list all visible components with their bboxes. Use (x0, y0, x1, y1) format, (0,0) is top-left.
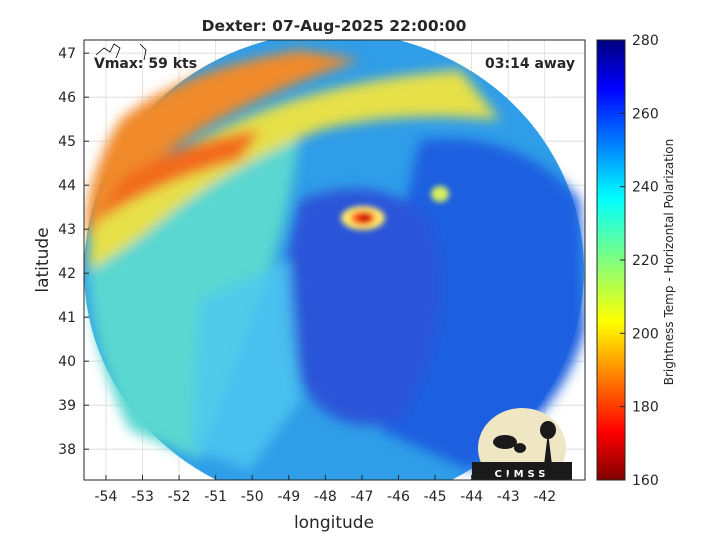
y-tick-label: 40 (58, 354, 76, 370)
coastline (95, 43, 147, 61)
colorbar-tick-label: 220 (632, 253, 659, 269)
swath-texture (86, 50, 585, 470)
warm-band-northwest (86, 50, 360, 240)
secondary-warm-spot (431, 186, 449, 202)
storm-core (359, 214, 371, 222)
x-tick-label: -43 (497, 489, 520, 505)
green-band-west (88, 130, 300, 460)
plot-frame (83, 39, 586, 481)
logo-tank (540, 421, 556, 439)
logo-text: CIMSS (495, 469, 550, 480)
x-tick-label: -49 (277, 489, 300, 505)
chart-title: Dexter: 07-Aug-2025 22:00:00 (202, 17, 467, 35)
y-tick-label: 45 (58, 134, 76, 150)
y-axis: 38 39 40 41 42 43 44 45 46 47 (58, 46, 89, 458)
cold-core (285, 188, 440, 425)
colorbar-tick-label: 160 (632, 473, 659, 489)
y-tick-label: 39 (58, 398, 76, 414)
cold-region-east (380, 138, 585, 470)
plot-area: CIMSS Vmax: 59 kts 03:14 away (83, 39, 586, 481)
x-tick-label: -47 (350, 489, 373, 505)
y-tick-label: 44 (58, 178, 76, 194)
x-axis: -54 -53 -52 -51 -50 -49 -48 -47 -46 -45 -44 -43 -42 (95, 475, 556, 505)
logo-dish (493, 435, 517, 449)
colorbar: 160 180 200 220 240 260 280 Brightness Temp - … (596, 33, 676, 489)
cimss-logo: CIMSS (472, 408, 572, 480)
orange-inner (100, 130, 260, 220)
colorbar-label: Brightness Temp - Horizontal Polarizatio… (662, 139, 676, 386)
time-away-label: 03:14 away (485, 56, 575, 72)
y-tick-label: 38 (58, 442, 76, 458)
x-tick-label: -54 (95, 489, 118, 505)
colorbar-ticks: 160 180 200 220 240 260 280 (620, 33, 659, 489)
y-tick-label: 43 (58, 222, 76, 238)
y-tick-label: 42 (58, 266, 76, 282)
logo-tower (544, 432, 552, 465)
x-tick-label: -52 (168, 489, 191, 505)
colorbar-tick-label: 260 (632, 106, 659, 122)
brightness-swath: CIMSS (84, 40, 585, 480)
vmax-label: Vmax: 59 kts (94, 56, 197, 72)
x-tick-label: -45 (424, 489, 447, 505)
x-tick-label: -48 (314, 489, 337, 505)
y-tick-label: 41 (58, 310, 76, 326)
colorbar-tick-label: 280 (632, 33, 659, 49)
logo-dish-small (514, 443, 526, 453)
storm-center (341, 186, 449, 230)
y-tick-label: 46 (58, 90, 76, 106)
y-tick-label: 47 (58, 46, 76, 62)
logo-ground (472, 462, 572, 480)
colorbar-tick-label: 180 (632, 400, 659, 416)
colorbar-tick-label: 200 (632, 326, 659, 342)
x-tick-label: -50 (241, 489, 264, 505)
y-axis-label: latitude (33, 227, 53, 292)
x-tick-label: -42 (533, 489, 556, 505)
cyan-band (190, 260, 300, 470)
x-axis-label: longitude (294, 513, 374, 533)
colorbar-tick-label: 240 (632, 180, 659, 196)
x-tick-label: -51 (204, 489, 227, 505)
x-tick-label: -53 (131, 489, 154, 505)
x-tick-label: -44 (460, 489, 483, 505)
x-tick-label: -46 (387, 489, 410, 505)
